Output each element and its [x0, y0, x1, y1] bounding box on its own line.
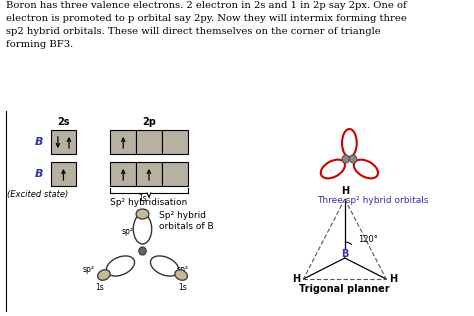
- Ellipse shape: [342, 129, 357, 157]
- Bar: [51, 162, 76, 186]
- Ellipse shape: [136, 209, 149, 219]
- Text: Sp² hybridisation: Sp² hybridisation: [110, 198, 188, 207]
- Bar: [110, 130, 136, 154]
- Ellipse shape: [133, 214, 152, 244]
- Text: Three sp² hybrid orbitals: Three sp² hybrid orbitals: [317, 196, 428, 205]
- Circle shape: [139, 247, 146, 255]
- Text: H: H: [341, 186, 349, 196]
- Bar: [51, 130, 76, 154]
- Text: H: H: [389, 274, 397, 284]
- Text: 1s: 1s: [179, 283, 187, 292]
- Bar: [162, 162, 188, 186]
- Text: 1s: 1s: [138, 194, 147, 203]
- Bar: [136, 162, 162, 186]
- Text: sp²: sp²: [176, 264, 189, 274]
- Ellipse shape: [106, 256, 135, 276]
- Ellipse shape: [98, 270, 110, 280]
- Ellipse shape: [150, 256, 179, 276]
- Text: 2p: 2p: [142, 117, 156, 127]
- Bar: [136, 130, 162, 154]
- Text: (Excited state): (Excited state): [8, 190, 69, 199]
- Text: Trigonal planner: Trigonal planner: [300, 284, 390, 294]
- Ellipse shape: [175, 270, 187, 280]
- Text: B: B: [35, 169, 43, 179]
- Text: H: H: [292, 274, 301, 284]
- Bar: [110, 162, 136, 186]
- Text: sp²: sp²: [121, 227, 133, 235]
- Text: 2s: 2s: [57, 117, 70, 127]
- Text: Sp² hybrid
orbitals of B: Sp² hybrid orbitals of B: [159, 211, 214, 231]
- Text: B: B: [341, 249, 348, 259]
- Text: Boron has three valence electrons. 2 electron in 2s and 1 in 2p say 2px. One of
: Boron has three valence electrons. 2 ele…: [6, 1, 406, 49]
- Text: sp²: sp²: [82, 264, 95, 274]
- Ellipse shape: [354, 160, 378, 178]
- Circle shape: [342, 155, 349, 163]
- Text: 120°: 120°: [358, 235, 378, 244]
- Text: 1s: 1s: [95, 283, 104, 292]
- Text: B: B: [35, 137, 43, 147]
- Ellipse shape: [321, 160, 345, 178]
- Bar: [162, 130, 188, 154]
- Circle shape: [349, 155, 357, 163]
